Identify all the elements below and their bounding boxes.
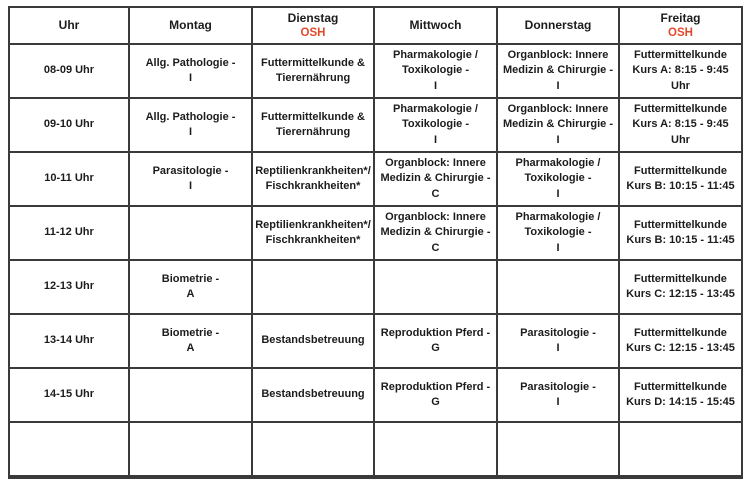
- schedule-cell: Parasitologie - I: [498, 369, 620, 423]
- header-label: Donnerstag: [524, 18, 592, 32]
- table-row: [10, 423, 741, 477]
- header-label: Dienstag: [287, 10, 339, 25]
- time-cell: 08-09 Uhr: [10, 45, 130, 99]
- table-row: 08-09 Uhr Allg. Pathologie - I Futtermit…: [10, 45, 741, 99]
- schedule-cell: Pharmakologie / Toxikologie - I: [375, 99, 498, 153]
- schedule-cell: Futtermittelkunde Kurs C: 12:15 - 13:45: [620, 261, 741, 315]
- header-label: Uhr: [58, 18, 80, 32]
- header-cell-mittwoch: Mittwoch: [375, 8, 498, 45]
- schedule-cell: Reptilienkrankheiten*/ Fischkrankheiten*: [253, 207, 375, 261]
- schedule-cell: Bestandsbetreuung: [253, 315, 375, 369]
- schedule-cell: [253, 261, 375, 315]
- schedule-cell: Futtermittelkunde Kurs A: 8:15 - 9:45 Uh…: [620, 45, 741, 99]
- schedule-cell: Parasitologie - I: [130, 153, 253, 207]
- header-cell-freitag: Freitag OSH: [620, 8, 741, 45]
- schedule-cell: Bestandsbetreuung: [253, 369, 375, 423]
- schedule-cell: Pharmakologie / Toxikologie - I: [375, 45, 498, 99]
- header-cell-montag: Montag: [130, 8, 253, 45]
- header-cell-uhr: Uhr: [10, 8, 130, 45]
- table-row: 10-11 Uhr Parasitologie - I Reptilienkra…: [10, 153, 741, 207]
- time-cell: 14-15 Uhr: [10, 369, 130, 423]
- time-cell: [10, 423, 130, 477]
- schedule-cell: [498, 423, 620, 477]
- header-cell-donnerstag: Donnerstag: [498, 8, 620, 45]
- time-cell: 10-11 Uhr: [10, 153, 130, 207]
- schedule-cell: [620, 423, 741, 477]
- schedule-cell: Reproduktion Pferd - G: [375, 369, 498, 423]
- osh-badge: OSH: [300, 26, 326, 39]
- schedule-cell: Futtermittelkunde Kurs B: 10:15 - 11:45: [620, 207, 741, 261]
- osh-badge: OSH: [668, 26, 693, 39]
- schedule-cell: Futtermittelkunde & Tierernährung: [253, 45, 375, 99]
- schedule-cell: Organblock: Innere Medizin & Chirurgie -…: [498, 99, 620, 153]
- schedule-cell: Allg. Pathologie - I: [130, 45, 253, 99]
- schedule-cell: Allg. Pathologie - I: [130, 99, 253, 153]
- table-row: 09-10 Uhr Allg. Pathologie - I Futtermit…: [10, 99, 741, 153]
- time-cell: 13-14 Uhr: [10, 315, 130, 369]
- schedule-cell: Organblock: Innere Medizin & Chirurgie -…: [375, 207, 498, 261]
- schedule-cell: Futtermittelkunde Kurs D: 14:15 - 15:45: [620, 369, 741, 423]
- schedule-cell: [375, 261, 498, 315]
- table-row: 11-12 Uhr Reptilienkrankheiten*/ Fischkr…: [10, 207, 741, 261]
- schedule-cell: [130, 207, 253, 261]
- schedule-cell: [498, 261, 620, 315]
- header-row: Uhr Montag Dienstag OSH Mittwoch Donners…: [10, 8, 741, 45]
- schedule-cell: Futtermittelkunde & Tierernährung: [253, 99, 375, 153]
- time-cell: 12-13 Uhr: [10, 261, 130, 315]
- schedule-cell: Futtermittelkunde Kurs C: 12:15 - 13:45: [620, 315, 741, 369]
- time-cell: 09-10 Uhr: [10, 99, 130, 153]
- schedule-cell: [253, 423, 375, 477]
- schedule-cell: Reptilienkrankheiten*/ Fischkrankheiten*: [253, 153, 375, 207]
- schedule-cell: Pharmakologie / Toxikologie - I: [498, 207, 620, 261]
- schedule-cell: Futtermittelkunde Kurs B: 10:15 - 11:45: [620, 153, 741, 207]
- schedule-cell: Reproduktion Pferd - G: [375, 315, 498, 369]
- schedule-cell: [130, 369, 253, 423]
- header-label: Freitag: [660, 10, 701, 25]
- schedule-cell: [130, 423, 253, 477]
- header-label: Montag: [169, 18, 212, 32]
- table-row: 13-14 Uhr Biometrie - A Bestandsbetreuun…: [10, 315, 741, 369]
- schedule-cell: Biometrie - A: [130, 261, 253, 315]
- schedule-cell: Organblock: Innere Medizin & Chirurgie -…: [498, 45, 620, 99]
- header-label: Mittwoch: [409, 18, 462, 32]
- time-cell: 11-12 Uhr: [10, 207, 130, 261]
- schedule-cell: Organblock: Innere Medizin & Chirurgie -…: [375, 153, 498, 207]
- schedule-cell: Futtermittelkunde Kurs A: 8:15 - 9:45 Uh…: [620, 99, 741, 153]
- table-row: 12-13 Uhr Biometrie - A Futtermittelkund…: [10, 261, 741, 315]
- schedule-cell: Parasitologie - I: [498, 315, 620, 369]
- schedule-cell: Pharmakologie / Toxikologie - I: [498, 153, 620, 207]
- header-cell-dienstag: Dienstag OSH: [253, 8, 375, 45]
- schedule-cell: [375, 423, 498, 477]
- schedule-cell: Biometrie - A: [130, 315, 253, 369]
- weekly-timetable: Uhr Montag Dienstag OSH Mittwoch Donners…: [8, 6, 743, 479]
- table-row: 14-15 Uhr Bestandsbetreuung Reproduktion…: [10, 369, 741, 423]
